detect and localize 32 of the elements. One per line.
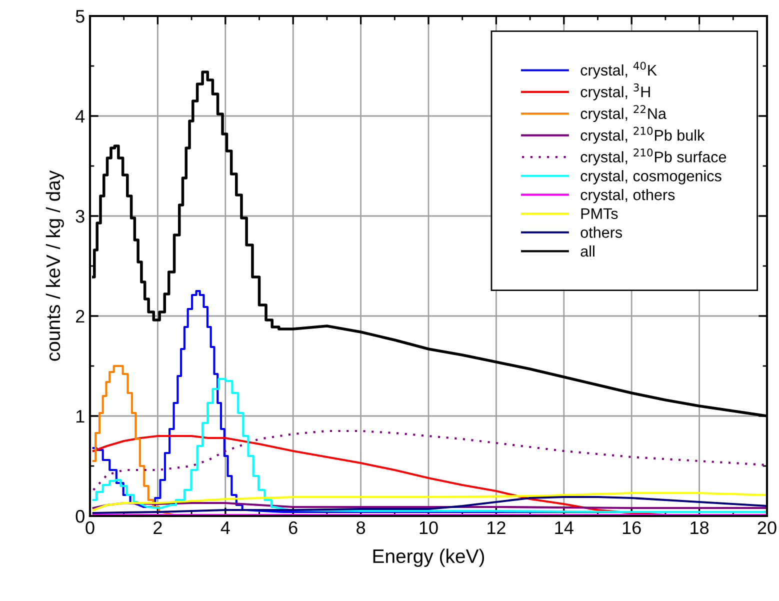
y-tick-label: 5 (76, 10, 84, 23)
y-tick-label: 1 (76, 410, 84, 423)
legend-label: crystal, others (580, 188, 675, 204)
x-tick-label: 2 (154, 521, 162, 534)
x-tick-label: 0 (86, 521, 94, 534)
x-axis-title: Energy (keV) (373, 548, 484, 567)
legend-label: crystal, $^{3}$H (580, 83, 650, 100)
x-tick-label: 10 (420, 521, 438, 534)
x-tick-label: 20 (758, 521, 776, 534)
legend-label: crystal, cosmogenics (580, 170, 722, 184)
legend-label: crystal, $^{210}$Pb surface (580, 148, 726, 166)
line-series (92, 492, 767, 512)
line-series (92, 496, 767, 514)
legend-label: all (580, 245, 594, 257)
legend-label: crystal, $^{22}$Na (580, 105, 666, 122)
legend-label: others (580, 226, 622, 238)
x-tick-label: 14 (555, 522, 574, 534)
x-tick-label: 18 (690, 521, 709, 534)
legend-label: PMTs (581, 208, 618, 220)
line-series (92, 430, 767, 492)
x-tick-label: 8 (356, 521, 366, 534)
x-tick-label: 6 (288, 521, 298, 534)
x-tick-label: 16 (622, 521, 641, 534)
x-tick-label: 4 (220, 522, 230, 534)
y-tick-label: 0 (76, 510, 84, 523)
legend-label: crystal, $^{40}$K (580, 62, 657, 79)
y-tick-label: 3 (76, 210, 84, 223)
x-tick-label: 12 (488, 521, 506, 534)
y-axis-title: counts / keV / kg / day (46, 170, 64, 361)
y-tick-label: 2 (76, 310, 84, 323)
legend-label: crystal, $^{210}$Pb bulk (580, 126, 705, 144)
y-tick-label: 4 (76, 110, 85, 123)
